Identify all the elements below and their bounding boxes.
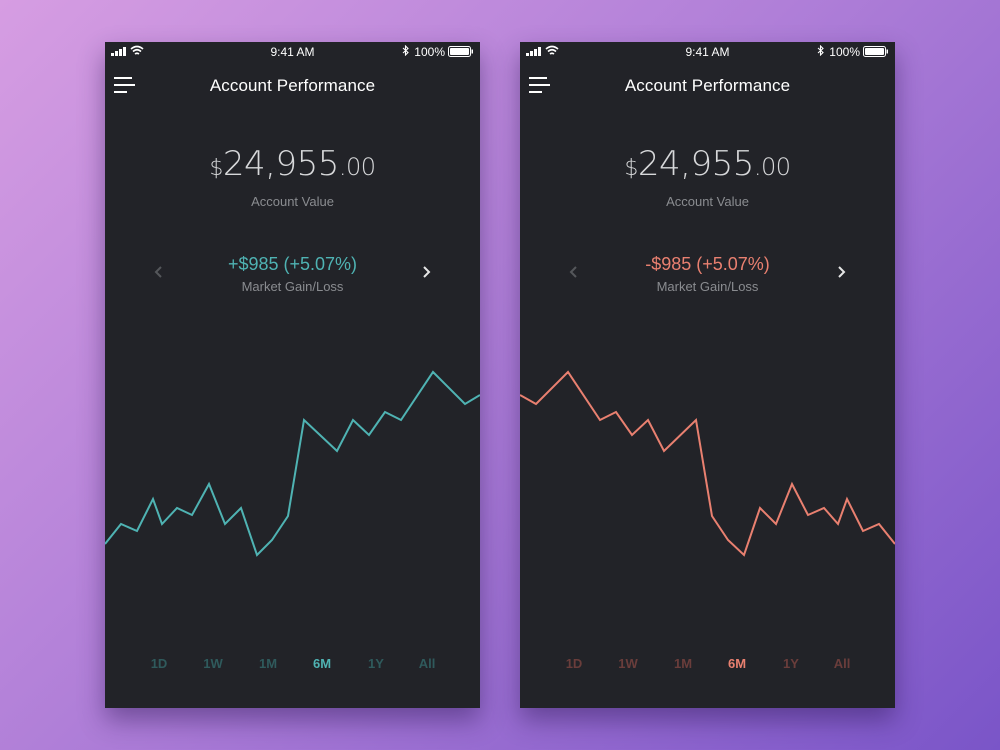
market-change-label: Market Gain/Loss [656,279,759,294]
battery-icon [448,46,473,57]
chart-line [105,370,480,557]
tab-6m[interactable]: 6M [727,656,747,671]
bluetooth-icon [402,45,409,56]
signal-icon [526,47,541,56]
battery-icon [863,46,888,57]
wifi-icon [130,45,144,55]
market-gain-block: +$985 (+5.07%) Market Gain/Loss [105,252,480,302]
tab-1d[interactable]: 1D [150,656,168,671]
tab-1y[interactable]: 1Y [368,656,384,671]
period-tabs: 1D 1W 1M 6M 1Y All [105,656,480,676]
market-change-value: +$985 (+5.07%) [227,254,358,274]
tab-1m[interactable]: 1M [673,656,693,671]
account-value-block: $24,955.00 Account Value [105,142,480,209]
hamburger-menu-icon[interactable] [114,75,138,95]
tab-all[interactable]: All [418,656,436,671]
tab-1w[interactable]: 1W [203,656,223,671]
tab-6m[interactable]: 6M [312,656,332,671]
page-title: Account Performance [624,76,791,95]
account-value: $24,955.00 [624,144,791,184]
battery-percentage: 100% [829,45,860,59]
tab-1m[interactable]: 1M [258,656,278,671]
account-value-label: Account Value [251,194,334,209]
hamburger-menu-icon[interactable] [529,75,553,95]
wifi-icon [545,45,559,55]
status-bar: 9:41 AM 100% [105,42,480,62]
chevron-left-icon[interactable] [149,262,169,282]
market-change-value: -$985 (+5.07%) [645,254,770,274]
status-time: 9:41 AM [685,45,730,59]
chevron-left-icon[interactable] [564,262,584,282]
tab-1w[interactable]: 1W [618,656,638,671]
market-change-label: Market Gain/Loss [241,279,344,294]
phone-screen-gain: 9:41 AM 100% Account Performance $24,955… [105,42,480,708]
performance-line-chart [520,370,895,557]
battery-percentage: 100% [414,45,445,59]
account-value: $24,955.00 [209,144,376,184]
phone-screen-loss: 9:41 AM 100% Account Performance $24,955… [520,42,895,708]
chevron-right-icon[interactable] [416,262,436,282]
chart-line [520,370,895,557]
signal-icon [111,47,126,56]
account-value-label: Account Value [666,194,749,209]
tab-all[interactable]: All [833,656,851,671]
chevron-right-icon[interactable] [831,262,851,282]
tab-1d[interactable]: 1D [565,656,583,671]
account-value-block: $24,955.00 Account Value [520,142,895,209]
page-title: Account Performance [209,76,376,95]
performance-line-chart [105,370,480,557]
status-time: 9:41 AM [270,45,315,59]
market-loss-block: -$985 (+5.07%) Market Gain/Loss [520,252,895,302]
tab-1y[interactable]: 1Y [783,656,799,671]
nav-bar: Account Performance [520,70,895,106]
status-bar: 9:41 AM 100% [520,42,895,62]
bluetooth-icon [817,45,824,56]
nav-bar: Account Performance [105,70,480,106]
period-tabs: 1D 1W 1M 6M 1Y All [520,656,895,676]
